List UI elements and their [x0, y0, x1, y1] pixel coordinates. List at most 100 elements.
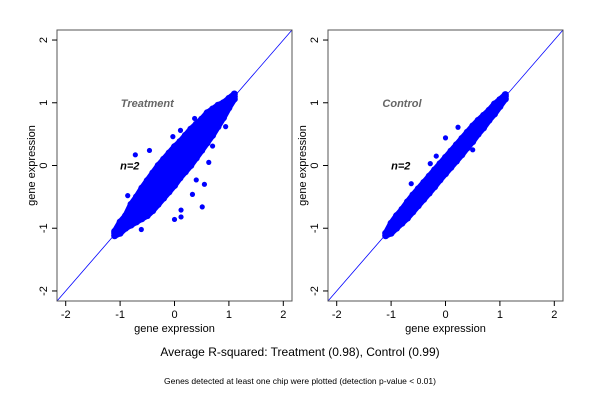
data-point — [160, 165, 168, 173]
y-tick-label: 1 — [38, 100, 50, 106]
data-point — [181, 131, 189, 139]
data-point — [171, 172, 178, 180]
outlier-point — [199, 204, 205, 210]
data-point — [485, 116, 493, 124]
data-point — [154, 172, 162, 180]
data-point — [192, 120, 200, 128]
x-tick-label: 1 — [226, 309, 232, 321]
data-point — [149, 207, 157, 215]
outlier-point — [170, 134, 176, 140]
data-point — [474, 116, 482, 124]
footnote: Genes detected at least one chip were pl… — [164, 376, 436, 386]
data-point — [219, 99, 227, 107]
outlier-point — [427, 161, 433, 167]
x-tick-label: -1 — [386, 309, 396, 321]
data-point — [181, 158, 189, 166]
y-axis-label: gene expression — [26, 125, 38, 206]
y-tick-label: 1 — [309, 100, 321, 106]
data-point — [474, 130, 482, 138]
outlier-point — [209, 143, 216, 149]
outlier-point — [146, 147, 153, 154]
outlier-point — [189, 191, 196, 197]
data-point — [409, 208, 417, 216]
y-tick-label: 0 — [309, 162, 321, 168]
outlier-point — [192, 115, 198, 122]
y-tick-label: 2 — [38, 37, 50, 43]
outlier-point — [177, 127, 184, 133]
x-axis-label: gene expression — [134, 323, 215, 335]
outlier-point — [132, 152, 138, 158]
y-tick-label: -1 — [38, 223, 50, 233]
data-point — [458, 135, 466, 143]
data-point — [436, 176, 444, 184]
data-point — [420, 178, 428, 186]
data-point — [160, 194, 168, 202]
data-point — [187, 152, 195, 160]
data-point — [436, 160, 444, 168]
data-point — [214, 106, 222, 114]
y-tick-label: -1 — [309, 223, 321, 233]
data-point — [452, 141, 460, 149]
data-point — [176, 146, 184, 154]
data-point — [165, 149, 173, 157]
outlier-point — [193, 177, 199, 183]
data-point — [214, 116, 222, 124]
data-point — [403, 198, 411, 206]
outlier-point — [178, 207, 184, 213]
data-point — [138, 215, 146, 223]
data-point — [132, 218, 140, 226]
outlier-point — [178, 214, 184, 220]
data-point — [176, 165, 184, 173]
data-point — [116, 218, 124, 226]
data-point — [209, 111, 217, 119]
data-point — [154, 162, 162, 169]
data-point — [398, 205, 406, 213]
data-point — [387, 219, 395, 227]
data-point — [414, 202, 422, 210]
data-point — [214, 101, 222, 109]
outlier-point — [138, 226, 144, 233]
data-point — [447, 147, 455, 155]
data-point — [230, 90, 238, 98]
data-point — [160, 184, 168, 192]
data-point — [458, 151, 466, 159]
data-point — [387, 229, 395, 237]
data-point — [176, 138, 184, 146]
panel-control: -2 -1 0 1 2 -2 -1 0 1 2 gene expression gene expres… — [297, 29, 564, 335]
data-point — [138, 207, 146, 215]
data-point — [143, 177, 151, 185]
y-axis-label: gene expression — [297, 125, 309, 206]
data-point — [149, 169, 157, 177]
data-point — [187, 134, 195, 142]
panel-title: Control — [382, 98, 422, 110]
outlier-point — [442, 135, 449, 141]
data-point — [111, 227, 119, 235]
data-point — [469, 138, 477, 146]
outlier-point — [433, 153, 439, 159]
data-point — [192, 145, 200, 153]
data-point — [198, 115, 206, 123]
data-point — [181, 168, 189, 176]
x-tick-label: 1 — [497, 309, 503, 321]
data-point — [393, 224, 401, 232]
data-point — [420, 195, 428, 203]
data-point — [138, 192, 146, 200]
data-point — [382, 229, 390, 237]
data-point — [187, 162, 195, 169]
y-tick-label: 2 — [309, 37, 321, 43]
x-tick-label: -1 — [115, 309, 125, 321]
data-point — [209, 124, 217, 132]
data-point — [480, 124, 488, 132]
data-point — [203, 109, 211, 117]
x-axis-label: gene expression — [405, 323, 486, 335]
data-point — [143, 212, 151, 220]
data-point — [127, 210, 135, 218]
data-point — [203, 131, 211, 139]
data-point — [219, 114, 227, 122]
data-point — [403, 214, 411, 222]
data-point — [187, 125, 195, 133]
data-point — [203, 139, 211, 147]
y-tick-label: 0 — [38, 162, 50, 168]
data-point — [171, 182, 178, 190]
